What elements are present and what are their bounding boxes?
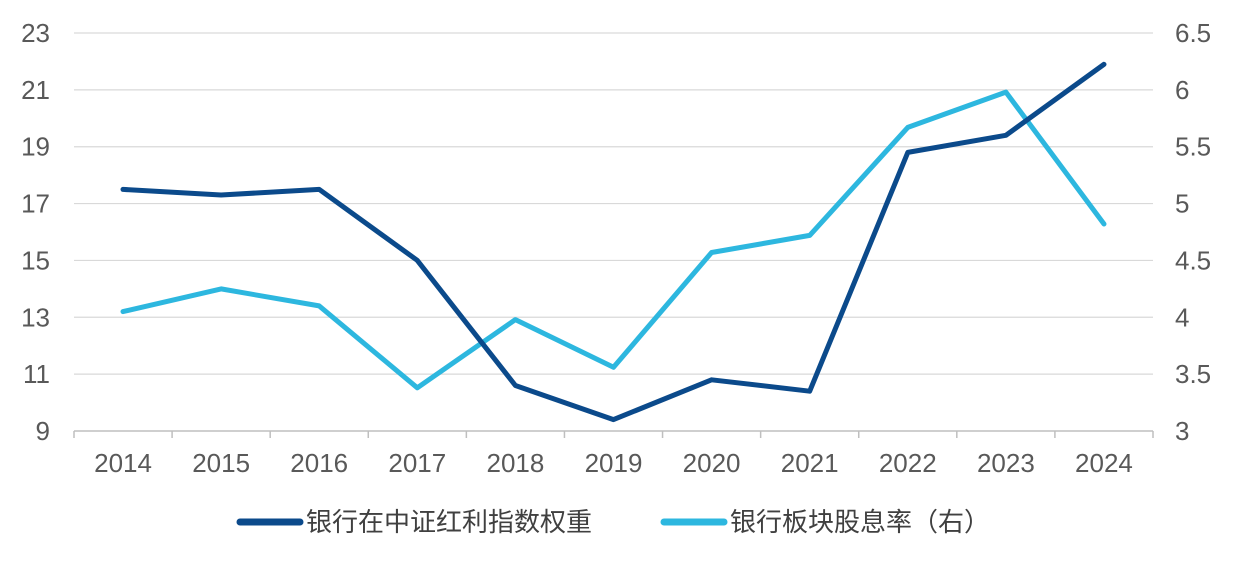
right-axis-tick-label: 5	[1175, 189, 1189, 219]
legend: 银行在中证红利指数权重 银行板块股息率（右）	[236, 508, 990, 538]
x-axis-tick-label: 2016	[290, 448, 348, 478]
x-axis-tick-label: 2021	[781, 448, 839, 478]
right-axis-ticks: 3 3.5 4 4.5 5 5.5 6 6.5	[1175, 18, 1211, 446]
series-line-yield	[120, 89, 1107, 391]
right-axis-tick-label: 3.5	[1175, 359, 1211, 389]
x-axis-ticks: 2014 2015 2016 2017 2018 2019 2020 2021 2022 2023…	[94, 448, 1133, 478]
left-axis-tick-label: 13	[21, 302, 50, 332]
left-axis-tick-label: 11	[23, 359, 50, 389]
left-axis-ticks: 9 11 13 15 17 19 21 23	[21, 18, 50, 446]
right-axis-tick-label: 4	[1175, 302, 1189, 332]
left-axis-tick-label: 17	[21, 189, 50, 219]
legend-label-yield: 银行板块股息率（右）	[730, 508, 990, 538]
x-axis-tick-label: 2023	[977, 448, 1035, 478]
left-axis-tick-label: 15	[21, 245, 50, 275]
right-axis-tick-label: 6.5	[1175, 18, 1211, 48]
left-axis-tick-label: 9	[36, 416, 50, 446]
left-axis-tick-label: 21	[21, 75, 50, 105]
gridlines	[73, 32, 1154, 438]
x-axis-tick-label: 2014	[94, 448, 152, 478]
right-axis-tick-label: 6	[1175, 75, 1189, 105]
series-line-weight	[120, 61, 1107, 423]
x-axis-tick-label: 2018	[486, 448, 544, 478]
right-axis-tick-label: 5.5	[1175, 132, 1211, 162]
x-axis-tick-label: 2019	[585, 448, 643, 478]
x-axis-tick-label: 2022	[879, 448, 937, 478]
x-axis-tick-label: 2020	[683, 448, 741, 478]
series-lines	[120, 61, 1107, 423]
legend-label-weight: 银行在中证红利指数权重	[306, 508, 592, 538]
right-axis-tick-label: 3	[1175, 416, 1189, 446]
left-axis-tick-label: 19	[21, 132, 50, 162]
right-axis-tick-label: 4.5	[1175, 245, 1211, 275]
left-axis-tick-label: 23	[21, 18, 50, 48]
x-axis-tick-label: 2024	[1075, 448, 1133, 478]
x-axis-tick-label: 2015	[192, 448, 250, 478]
x-axis-tick-label: 2017	[388, 448, 446, 478]
